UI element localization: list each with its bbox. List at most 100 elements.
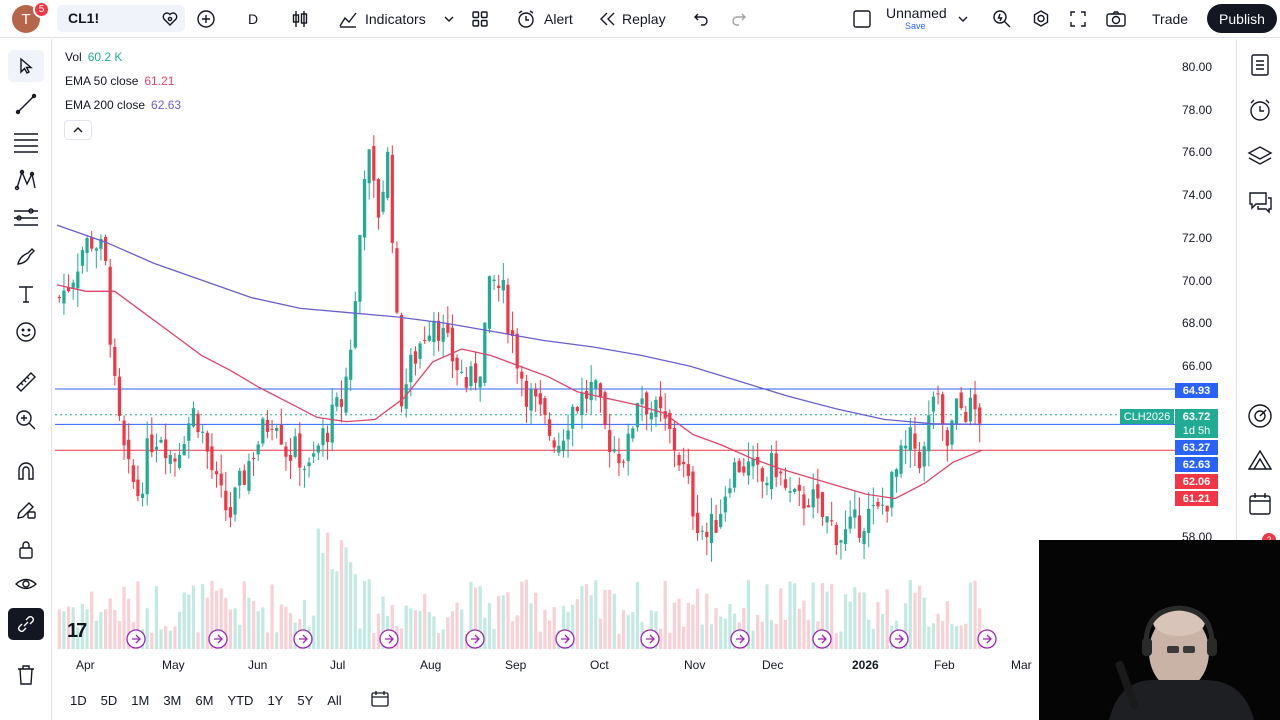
volume-bar (325, 532, 330, 649)
volume-bar (941, 620, 945, 649)
magnet-tool[interactable] (8, 455, 44, 487)
quick-search-icon[interactable] (992, 0, 1012, 38)
candle-body (316, 445, 320, 453)
replay-button[interactable]: Replay (598, 0, 666, 38)
volume-bar (136, 581, 140, 649)
icon-tool[interactable] (8, 316, 44, 348)
legend-ema50[interactable]: EMA 50 close 61.21 (65, 74, 174, 88)
range-5d[interactable]: 5D (100, 692, 118, 708)
templates-chevron-icon[interactable] (443, 0, 455, 38)
range-ytd[interactable]: YTD (227, 692, 254, 708)
indicators-button[interactable]: Indicators (338, 0, 426, 38)
ideas-mountain-icon[interactable] (1245, 445, 1275, 475)
lock-drawings-tool[interactable] (8, 533, 44, 565)
calendar-icon[interactable] (1245, 489, 1275, 519)
watchlist-icon[interactable] (1245, 50, 1275, 80)
measure-tool[interactable] (8, 366, 44, 398)
chart-type-candles-icon[interactable] (291, 0, 309, 38)
candle-body (931, 396, 936, 412)
candle-body (575, 407, 579, 412)
volume-bar (561, 605, 566, 649)
alert-button[interactable]: Alert (516, 0, 573, 38)
brush-tool[interactable] (8, 240, 44, 272)
candle-body (534, 388, 538, 397)
legend-collapse-button[interactable] (64, 120, 92, 140)
candle-body (765, 482, 769, 486)
candle-body (742, 466, 746, 473)
replay-label: Replay (622, 11, 666, 27)
range-all[interactable]: All (327, 692, 342, 708)
lock-icon (19, 541, 33, 559)
volume-bar (931, 623, 936, 649)
range-1m[interactable]: 1M (131, 692, 150, 708)
add-symbol-icon[interactable] (196, 0, 216, 38)
event-arrow (385, 634, 394, 644)
layout-name[interactable]: Unnamed (886, 5, 947, 21)
redo-icon[interactable] (731, 0, 747, 38)
price-chart[interactable] (52, 39, 1236, 684)
goto-date-icon[interactable] (370, 690, 390, 711)
text-tool[interactable] (8, 278, 44, 310)
screener-target-icon[interactable] (1245, 401, 1275, 431)
legend-volume[interactable]: Vol 60.2 K (65, 50, 122, 64)
symbol-tag: CLH2026 (1120, 409, 1174, 424)
pattern-tool[interactable] (8, 164, 44, 196)
volume-bar (154, 586, 159, 649)
layouts-grid-icon[interactable] (471, 0, 489, 38)
candle-body (177, 455, 182, 468)
volume-bar (626, 614, 630, 649)
candle-body (358, 234, 362, 302)
watchlist-heart-icon[interactable] (161, 0, 179, 38)
symbol-name[interactable]: CL1! (68, 10, 100, 26)
range-5y[interactable]: 5Y (297, 692, 314, 708)
candle-body (483, 322, 487, 383)
cursor-tool[interactable] (8, 50, 44, 82)
layout-menu-chevron-icon[interactable] (957, 0, 969, 38)
webcam-overlay (1039, 540, 1280, 720)
layout-save-label[interactable]: Save (905, 21, 926, 31)
alerts-clock-icon[interactable] (1245, 95, 1275, 125)
range-3m[interactable]: 3M (163, 692, 182, 708)
candle-body (85, 237, 89, 253)
drawing-mode-tool[interactable] (8, 494, 44, 526)
volume-bar (686, 602, 690, 649)
fib-retracement-tool[interactable] (8, 126, 44, 158)
fullscreen-icon[interactable] (1069, 0, 1087, 38)
hide-drawings-tool[interactable] (8, 568, 44, 600)
range-1d[interactable]: 1D (70, 692, 87, 708)
volume-bar (367, 579, 371, 649)
volume-bar (871, 628, 875, 649)
legend-vol-label: Vol (65, 50, 82, 64)
remove-drawings-tool[interactable] (8, 659, 44, 691)
volume-bar (723, 618, 727, 649)
range-6m[interactable]: 6M (195, 692, 214, 708)
candle-body (626, 433, 630, 461)
chats-icon[interactable] (1245, 187, 1275, 217)
candle-body (423, 339, 427, 341)
settings-gear-icon[interactable] (1031, 0, 1051, 38)
trade-button[interactable]: Trade (1152, 11, 1189, 27)
candle-body (238, 470, 242, 486)
candle-body (566, 430, 570, 440)
candle-body (524, 380, 529, 407)
layout-checkbox-icon[interactable] (852, 0, 872, 38)
forecast-tool[interactable] (8, 202, 44, 234)
volume-bar (571, 604, 575, 649)
ruler-icon (16, 372, 36, 392)
trend-line-tool[interactable] (8, 88, 44, 120)
candle-body (127, 439, 131, 460)
volume-bar (705, 593, 709, 649)
undo-icon[interactable] (693, 0, 709, 38)
candle-body (834, 524, 838, 546)
smiley-icon (16, 322, 36, 342)
range-1y[interactable]: 1Y (267, 692, 284, 708)
publish-button[interactable]: Publish (1207, 4, 1277, 33)
zoom-tool[interactable] (8, 404, 44, 436)
camera-snapshot-icon[interactable] (1105, 0, 1127, 38)
legend-ema200[interactable]: EMA 200 close 62.63 (65, 98, 181, 112)
interval-button[interactable]: D (248, 11, 259, 27)
trash-icon (18, 665, 34, 685)
object-tree-icon[interactable] (1245, 141, 1275, 171)
sync-drawings-tool[interactable] (8, 608, 44, 640)
volume-bar (483, 617, 487, 649)
